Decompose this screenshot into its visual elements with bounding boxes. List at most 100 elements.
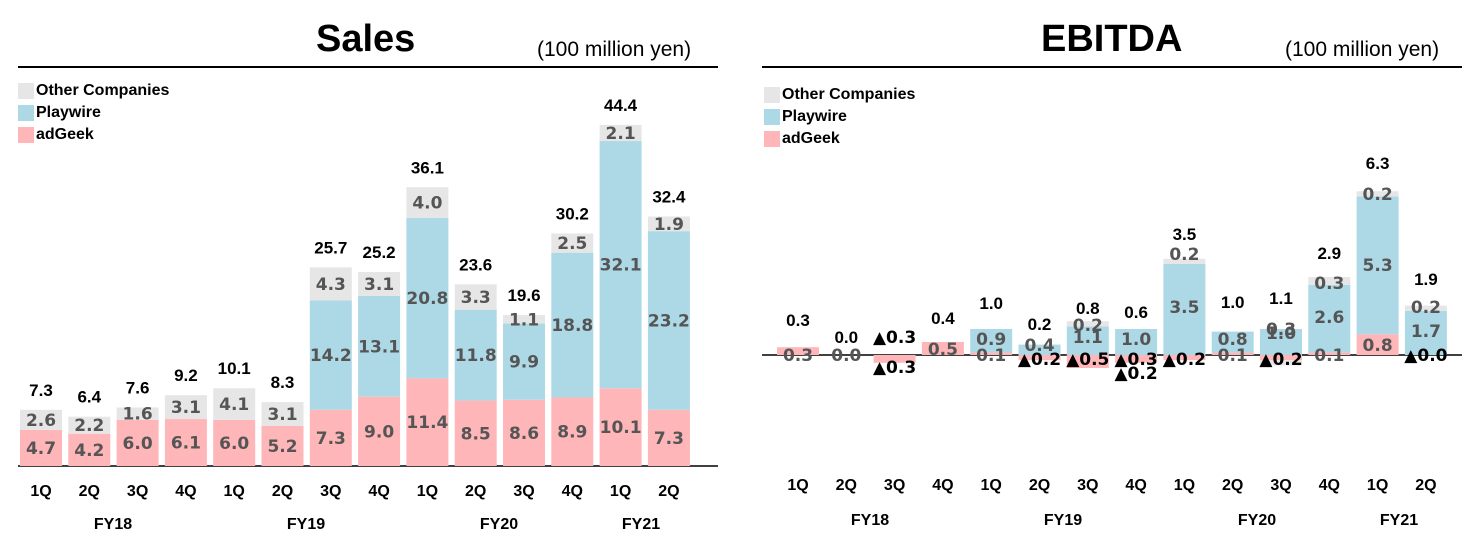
bar-playwire-13	[1404, 310, 1447, 355]
x-tick-label-9: 2Q	[465, 483, 486, 500]
bar-adgeek-3	[164, 419, 207, 466]
legend-label-playwire: Playwire	[782, 108, 847, 125]
value-label-playwire-12: 32.1	[600, 256, 642, 276]
value-label-adgeek-4: 6.0	[219, 434, 249, 454]
total-label-12: 6.3	[1366, 154, 1390, 173]
bar-adgeek-5	[1018, 355, 1061, 361]
legend-item-other: Other Companies	[764, 84, 915, 106]
value-label-other-8: 4.0	[412, 194, 442, 214]
x-tick-label-13: 2Q	[658, 483, 679, 500]
total-label-5: 8.3	[271, 373, 295, 392]
bar-playwire-10	[1260, 329, 1302, 355]
bar-playwire-9	[454, 309, 497, 401]
value-label-other-6: 4.3	[316, 275, 346, 295]
x-tick-label-3: 4Q	[932, 477, 953, 494]
bar-playwire-7	[358, 295, 401, 397]
value-label-adgeek-3: 6.1	[171, 434, 201, 454]
sales-title-rule	[18, 66, 718, 68]
bar-adgeek-6	[1066, 355, 1109, 368]
value-label-adgeek-2: ▲0.3	[873, 358, 916, 378]
x-tick-label-10: 3Q	[513, 483, 534, 500]
total-label-8: 3.5	[1173, 225, 1197, 244]
total-label-11: 30.2	[556, 204, 589, 223]
legend-swatch-adgeek	[18, 127, 34, 143]
legend-label-playwire: Playwire	[36, 104, 101, 121]
legend-label-adgeek: adGeek	[36, 126, 94, 143]
x-tick-label-5: 2Q	[272, 483, 293, 500]
bar-other-12	[599, 124, 642, 142]
total-label-6: 0.8	[1076, 299, 1100, 318]
bar-adgeek-11	[1308, 352, 1351, 355]
total-label-1: 0.0	[834, 328, 858, 347]
bar-adgeek-1	[68, 433, 111, 466]
bar-other-9	[454, 284, 497, 310]
bar-other-8	[1163, 258, 1206, 264]
value-label-other-5: 3.1	[267, 405, 297, 425]
value-label-other-2: 1.6	[123, 405, 153, 425]
x-tick-label-3: 4Q	[175, 483, 196, 500]
x-tick-label-1: 2Q	[79, 483, 100, 500]
total-label-0: 0.3	[786, 311, 810, 330]
value-label-adgeek-12: 10.1	[600, 418, 642, 438]
value-label-adgeek-6: 7.3	[316, 429, 346, 449]
ebitda-plot: 0.3 0.0▲0.3▲0.30.5 0.10.9▲0.20.4▲0.51.10.2…	[762, 154, 1462, 529]
value-label-adgeek-5: ▲0.2	[1018, 350, 1061, 370]
value-label-other-1: 2.2	[74, 416, 104, 436]
total-label-7: 0.6	[1124, 303, 1148, 322]
value-label-other-9: 3.3	[461, 288, 491, 308]
bar-adgeek-4	[970, 352, 1013, 355]
bar-playwire-8	[406, 218, 449, 379]
total-label-11: 2.9	[1317, 244, 1341, 263]
value-label-other-7: ▲0.2	[1114, 364, 1157, 384]
x-tick-label-0: 1Q	[30, 483, 51, 500]
bar-adgeek-7	[1115, 355, 1158, 363]
total-label-1: 6.4	[77, 388, 101, 407]
total-label-13: 1.9	[1414, 270, 1438, 289]
value-label-playwire-6: 14.2	[310, 346, 352, 366]
bar-playwire-8	[1163, 264, 1206, 355]
x-tick-label-12: 1Q	[1367, 477, 1388, 494]
bar-other-8	[406, 187, 449, 219]
value-label-playwire-10: 1.0	[1266, 324, 1296, 344]
value-label-other-7: 3.1	[364, 275, 394, 295]
total-label-5: 0.2	[1028, 315, 1052, 334]
bar-playwire-5	[1018, 344, 1061, 355]
value-label-adgeek-12: 0.8	[1363, 336, 1393, 356]
bar-adgeek-11	[551, 397, 594, 466]
ebitda-title: EBITDA	[1041, 18, 1183, 60]
x-tick-label-12: 1Q	[610, 483, 631, 500]
x-tick-label-0: 1Q	[787, 477, 808, 494]
ebitda-chart: EBITDA (100 million yen) Other Companies…	[748, 0, 1483, 542]
bar-other-6	[309, 267, 352, 301]
value-label-playwire-8: 20.8	[406, 289, 448, 309]
group-label-fy19: FY19	[1044, 512, 1082, 529]
group-label-fy21: FY21	[622, 516, 660, 533]
value-label-other-12: 2.1	[606, 124, 636, 144]
bar-adgeek-4	[213, 419, 256, 466]
bar-adgeek-9	[1211, 352, 1254, 355]
bar-playwire-12	[599, 141, 642, 389]
sales-title: Sales	[316, 18, 416, 60]
value-label-other-6: 0.2	[1073, 316, 1103, 336]
value-label-adgeek-11: 8.9	[557, 423, 587, 443]
bar-playwire-4	[970, 329, 1013, 353]
value-label-adgeek-6: ▲0.5	[1066, 350, 1109, 370]
x-tick-label-5: 2Q	[1029, 477, 1050, 494]
bar-adgeek-0	[777, 347, 819, 355]
bar-other-13	[647, 216, 690, 232]
bar-other-1	[68, 416, 111, 434]
value-label-playwire-9: 11.8	[455, 346, 497, 366]
bar-adgeek-12	[599, 388, 642, 466]
bar-playwire-13	[647, 231, 690, 410]
legend-item-playwire: Playwire	[764, 106, 915, 128]
value-label-playwire-12: 5.3	[1363, 256, 1393, 276]
x-tick-label-2: 3Q	[884, 477, 905, 494]
x-tick-label-13: 2Q	[1415, 477, 1436, 494]
total-label-9: 1.0	[1221, 293, 1245, 312]
x-tick-label-6: 3Q	[1077, 477, 1098, 494]
x-tick-label-8: 1Q	[417, 483, 438, 500]
legend-item-adgeek: adGeek	[764, 128, 915, 150]
value-label-adgeek-2: 6.0	[123, 434, 153, 454]
value-label-other-11: 2.5	[557, 234, 587, 254]
value-label-playwire-6: 1.1	[1073, 328, 1103, 348]
